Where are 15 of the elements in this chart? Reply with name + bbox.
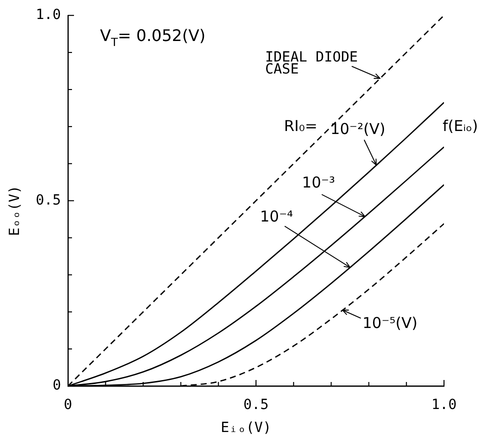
x-tick-label: 1.0 bbox=[431, 397, 457, 414]
y-tick-label: 1.0 bbox=[36, 7, 61, 24]
annotation: IDEAL DIODE CASE bbox=[265, 49, 358, 78]
annotation: 10⁻³ bbox=[302, 174, 336, 192]
annotation: 10⁻²(V) bbox=[330, 120, 386, 138]
annotation: RI₀= bbox=[284, 117, 318, 135]
annotation: 10⁻⁴ bbox=[260, 207, 294, 226]
annotation: f(Eᵢₒ) bbox=[442, 117, 478, 135]
y-tick-label: 0.5 bbox=[36, 192, 61, 208]
y-tick-label: 0 bbox=[52, 378, 61, 394]
x-tick-label: 0 bbox=[64, 397, 72, 414]
y-axis-title: Eₒₒ(V) bbox=[7, 185, 23, 236]
annotation: 10⁻⁵(V) bbox=[362, 314, 418, 332]
x-axis-title: Eᵢₒ(V) bbox=[220, 420, 272, 436]
x-tick-label: 0.5 bbox=[243, 397, 269, 414]
